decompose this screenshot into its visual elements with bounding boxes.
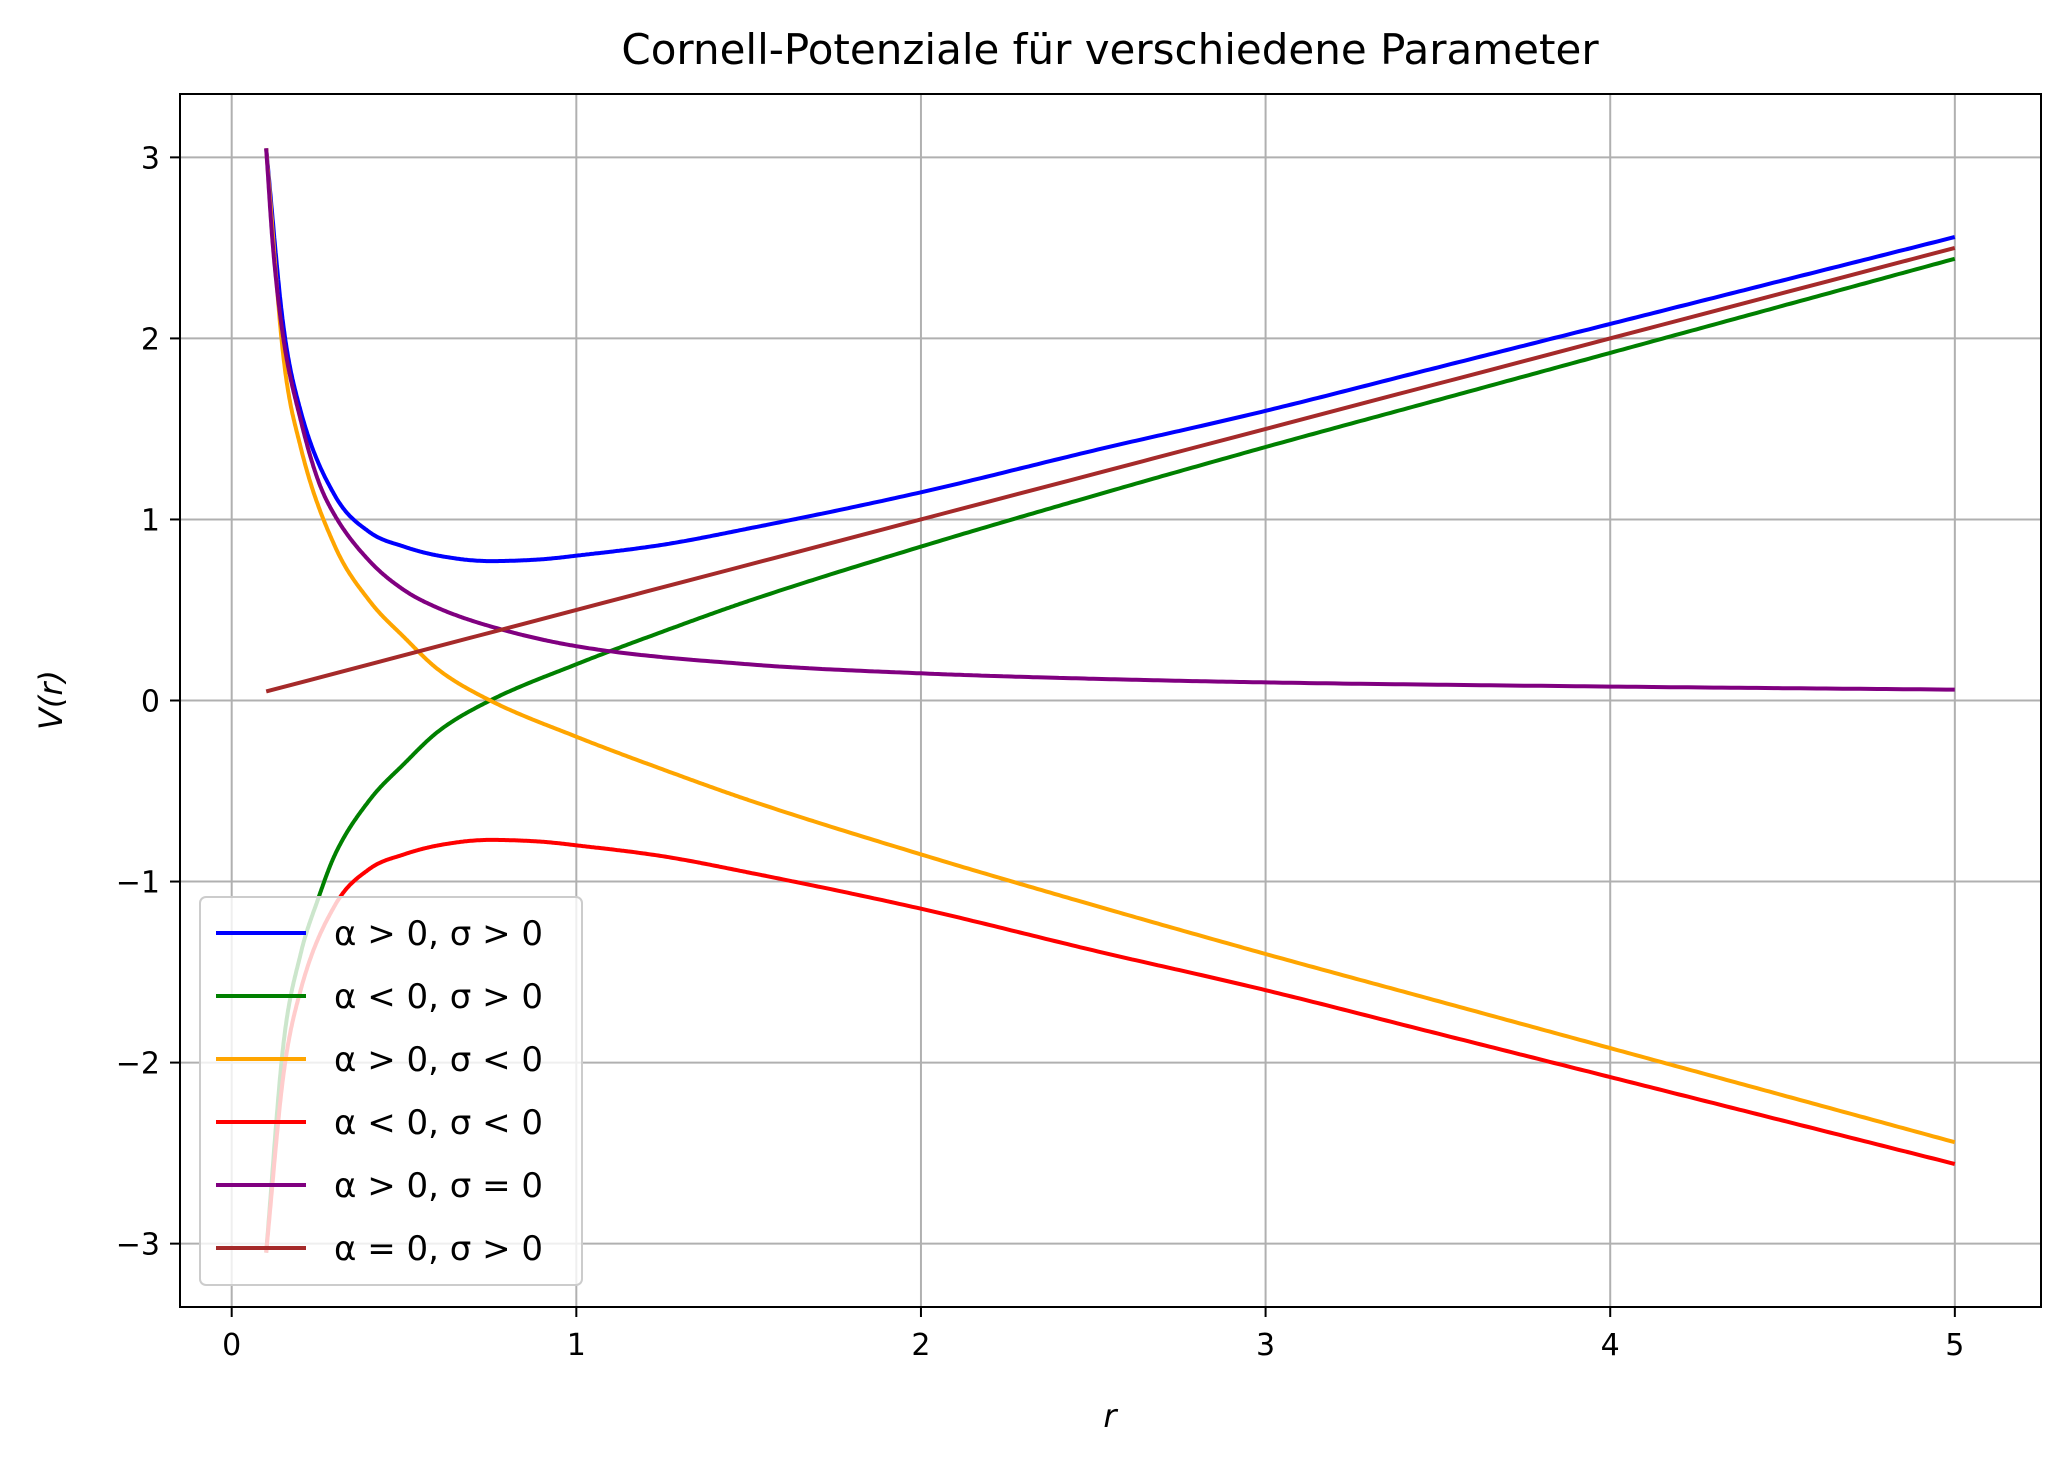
legend: α > 0, σ > 0 α < 0, σ > 0 α > 0, σ < 0 α < … xyxy=(199,896,583,1286)
legend-label-2: α > 0, σ < 0 xyxy=(334,1040,543,1080)
y-axis-label: V(r) xyxy=(32,670,70,730)
series-layer xyxy=(264,148,1956,1253)
legend-label-4: α > 0, σ = 0 xyxy=(334,1166,543,1206)
series-line-2 xyxy=(264,148,1956,1145)
legend-label-1: α < 0, σ > 0 xyxy=(334,977,543,1017)
series-line-5 xyxy=(265,245,1956,694)
y-tick-label-4: 1 xyxy=(141,503,160,538)
y-tick-label-6: 3 xyxy=(141,141,160,176)
y-tick-label-1: −2 xyxy=(116,1047,160,1082)
series-line-0 xyxy=(264,148,1956,564)
axis-ticks: 0 1 2 3 4 5 −3 −2 −1 0 1 2 3 xyxy=(116,141,1965,1363)
legend-label-5: α = 0, σ > 0 xyxy=(334,1229,543,1269)
x-axis-label: r xyxy=(1103,1397,1118,1435)
x-tick-label-0: 0 xyxy=(222,1328,241,1363)
x-tick-label-4: 4 xyxy=(1601,1328,1620,1363)
legend-label-0: α > 0, σ > 0 xyxy=(334,914,543,954)
legend-label-3: α < 0, σ < 0 xyxy=(334,1103,543,1143)
y-tick-label-3: 0 xyxy=(141,685,160,720)
chart-title: Cornell-Potenziale für verschiedene Para… xyxy=(621,25,1599,74)
y-tick-label-2: −1 xyxy=(116,866,160,901)
y-tick-label-0: −3 xyxy=(116,1228,160,1263)
x-tick-label-1: 1 xyxy=(567,1328,586,1363)
y-tick-label-5: 2 xyxy=(141,322,160,357)
x-tick-label-3: 3 xyxy=(1256,1328,1275,1363)
legend-box xyxy=(199,896,583,1286)
x-tick-label-5: 5 xyxy=(1945,1328,1964,1363)
x-tick-label-2: 2 xyxy=(911,1328,930,1363)
series-line-4 xyxy=(264,148,1955,692)
